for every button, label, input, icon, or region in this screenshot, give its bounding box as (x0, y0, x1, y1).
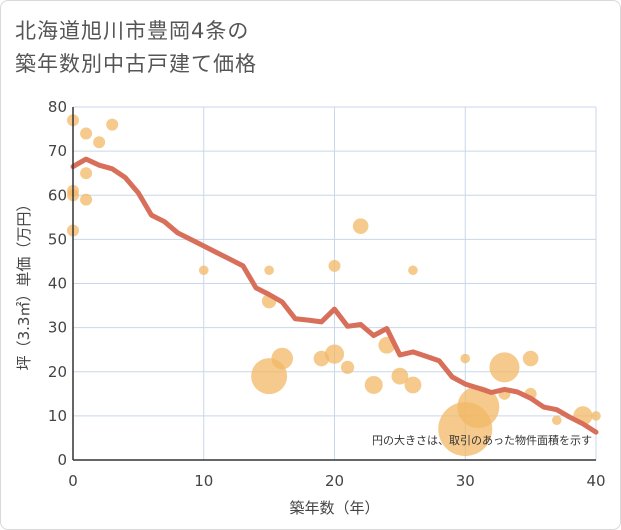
y-tick-label: 60 (48, 186, 67, 204)
y-tick-label: 30 (48, 319, 67, 337)
y-tick-label: 20 (48, 363, 67, 381)
bubble-size-note: 円の大きさは、取引のあった物件面積を示す (372, 433, 592, 447)
bubble-point (328, 259, 341, 272)
chart-title-line-1: 北海道旭川市豊岡4条の (15, 19, 250, 43)
bubble-point (404, 376, 422, 394)
y-tick-label: 10 (48, 407, 67, 425)
bubble-point (457, 386, 500, 429)
bubble-point (551, 415, 562, 426)
y-tick-label: 70 (48, 142, 67, 160)
bubble-point (460, 353, 471, 364)
chart-title: 北海道旭川市豊岡4条の 築年数別中古戸建て価格 (15, 15, 257, 81)
bubble-point (264, 265, 274, 276)
bubble-point (93, 136, 106, 149)
bubble-point (489, 352, 520, 383)
y-tick-label: 0 (57, 451, 67, 469)
bubble-point (340, 360, 355, 374)
bubble-point (352, 218, 369, 234)
trend-series (70, 156, 599, 435)
y-tick-label: 80 (48, 98, 67, 116)
trend-line (70, 156, 599, 435)
y-axis-label: 坪（3.3㎡）単価（万円） (15, 197, 33, 371)
tick-labels: 0 10 20 30 40 50 60 70 80 0 10 20 30 40 (48, 98, 606, 490)
x-tick-label: 0 (68, 472, 78, 490)
bubble-point (80, 193, 93, 206)
bubble-point (106, 118, 119, 131)
bubble-point (522, 350, 539, 367)
bubble-point (408, 265, 418, 276)
bubble-point (324, 344, 345, 364)
grid-lines (72, 106, 597, 461)
bubble-point (80, 127, 93, 140)
bubble-series (67, 114, 601, 457)
y-tick-label: 50 (48, 230, 67, 248)
bubble-point (591, 411, 601, 421)
x-axis-label: 築年数（年） (289, 499, 379, 517)
bubble-point (391, 367, 409, 385)
bubble-point (198, 265, 209, 276)
y-tick-label: 40 (48, 275, 67, 293)
axes (72, 107, 596, 461)
bubble-point (80, 167, 93, 180)
x-tick-label: 40 (586, 472, 605, 490)
x-tick-label: 20 (325, 472, 344, 490)
x-tick-label: 10 (194, 472, 213, 490)
bubble-point (364, 375, 383, 394)
bubble-point (271, 347, 294, 370)
chart-title-line-2: 築年数別中古戸建て価格 (15, 52, 257, 76)
x-tick-label: 30 (456, 472, 475, 490)
